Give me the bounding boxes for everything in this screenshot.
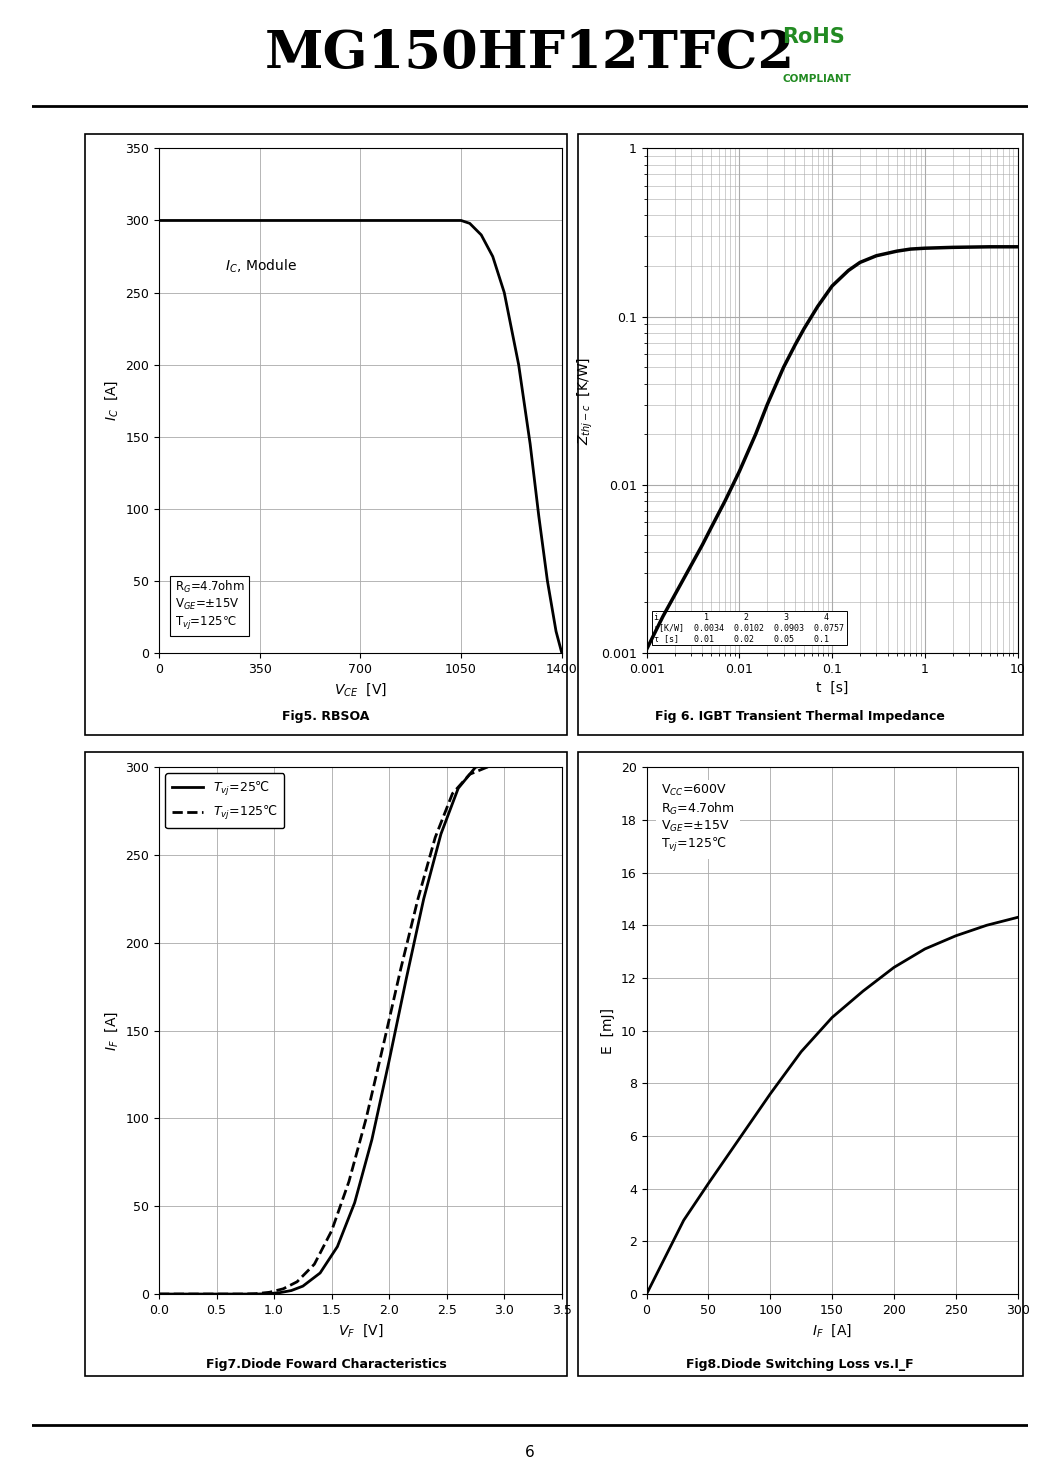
Text: COMPLIANT: COMPLIANT [782, 74, 851, 85]
$T_{vj}$=125℃ [377, 1036, 390, 1054]
Y-axis label: $I_C$  [A]: $I_C$ [A] [103, 380, 120, 421]
Text: Fig5. RBSOA: Fig5. RBSOA [282, 709, 370, 723]
$T_{vj}$=25℃ [153, 1285, 165, 1303]
Text: RoHS: RoHS [782, 27, 845, 46]
Text: Fig 6. IGBT Transient Thermal Impedance: Fig 6. IGBT Transient Thermal Impedance [655, 709, 946, 723]
$T_{vj}$=25℃ [250, 1285, 263, 1303]
Text: Fig8.Diode Switching Loss vs.I_F: Fig8.Diode Switching Loss vs.I_F [687, 1358, 914, 1371]
$T_{vj}$=25℃ [487, 755, 499, 773]
$T_{vj}$=125℃ [498, 755, 511, 773]
$T_{vj}$=125℃ [290, 1273, 303, 1291]
$T_{vj}$=25℃ [383, 1052, 395, 1070]
Text: 6: 6 [525, 1444, 535, 1460]
$T_{vj}$=125℃ [463, 766, 476, 784]
Text: MG150HF12TFC2: MG150HF12TFC2 [265, 28, 795, 79]
X-axis label: $V_F$  [V]: $V_F$ [V] [338, 1322, 383, 1339]
Text: V$_{CC}$=600V
R$_G$=4.7ohm
V$_{GE}$=±15V
T$_{vj}$=125℃: V$_{CC}$=600V R$_G$=4.7ohm V$_{GE}$=±15V… [661, 784, 736, 855]
$T_{vj}$=125℃ [394, 960, 407, 978]
$T_{vj}$=125℃ [153, 1285, 165, 1303]
$T_{vj}$=25℃ [314, 1264, 326, 1282]
Line: $T_{vj}$=25℃: $T_{vj}$=25℃ [159, 764, 493, 1294]
$T_{vj}$=125℃ [480, 758, 493, 776]
$T_{vj}$=125℃ [222, 1285, 234, 1303]
$T_{vj}$=25℃ [366, 1131, 378, 1149]
$T_{vj}$=25℃ [262, 1285, 275, 1303]
$T_{vj}$=125℃ [308, 1255, 321, 1273]
$T_{vj}$=25℃ [418, 890, 430, 908]
$T_{vj}$=125℃ [325, 1221, 338, 1239]
X-axis label: $V_{CE}$  [V]: $V_{CE}$ [V] [334, 681, 387, 697]
X-axis label: $I_F$  [A]: $I_F$ [A] [812, 1322, 852, 1339]
$T_{vj}$=125℃ [235, 1285, 248, 1303]
$T_{vj}$=125℃ [359, 1110, 372, 1128]
$T_{vj}$=25℃ [435, 825, 447, 843]
$T_{vj}$=25℃ [331, 1238, 343, 1255]
Y-axis label: $I_F$  [A]: $I_F$ [A] [103, 1011, 120, 1051]
$T_{vj}$=125℃ [411, 890, 424, 908]
Text: R$_G$=4.7ohm
V$_{GE}$=±15V
T$_{vj}$=125℃: R$_G$=4.7ohm V$_{GE}$=±15V T$_{vj}$=125℃ [175, 579, 245, 631]
$T_{vj}$=125℃ [342, 1172, 355, 1190]
$T_{vj}$=25℃ [470, 758, 482, 776]
$T_{vj}$=25℃ [238, 1285, 251, 1303]
$T_{vj}$=25℃ [273, 1284, 286, 1301]
$T_{vj}$=125℃ [446, 785, 459, 803]
$T_{vj}$=125℃ [263, 1284, 276, 1301]
X-axis label: t  [s]: t [s] [816, 681, 848, 695]
Text: Fig7.Diode Foward Characteristics: Fig7.Diode Foward Characteristics [206, 1358, 446, 1371]
$T_{vj}$=125℃ [277, 1279, 289, 1297]
Y-axis label: $Z_{thj-c}$  [K/W]: $Z_{thj-c}$ [K/W] [577, 356, 596, 445]
$T_{vj}$=125℃ [249, 1285, 262, 1303]
Text: $I_C$, Module: $I_C$, Module [225, 258, 297, 276]
$T_{vj}$=25℃ [297, 1278, 310, 1296]
$T_{vj}$=25℃ [452, 779, 464, 797]
$T_{vj}$=25℃ [400, 969, 412, 987]
$T_{vj}$=125℃ [429, 828, 442, 846]
Legend: $T_{vj}$=25℃, $T_{vj}$=125℃: $T_{vj}$=25℃, $T_{vj}$=125℃ [165, 773, 284, 828]
$T_{vj}$=25℃ [285, 1282, 298, 1300]
Y-axis label: E  [mJ]: E [mJ] [601, 1008, 616, 1054]
$T_{vj}$=25℃ [349, 1193, 361, 1211]
Line: $T_{vj}$=125℃: $T_{vj}$=125℃ [159, 764, 505, 1294]
Text: i         1       2       3       4
r[K/W]  0.0034  0.0102  0.0903  0.0757
τ [s]: i 1 2 3 4 r[K/W] 0.0034 0.0102 0.0903 0.… [654, 613, 844, 643]
